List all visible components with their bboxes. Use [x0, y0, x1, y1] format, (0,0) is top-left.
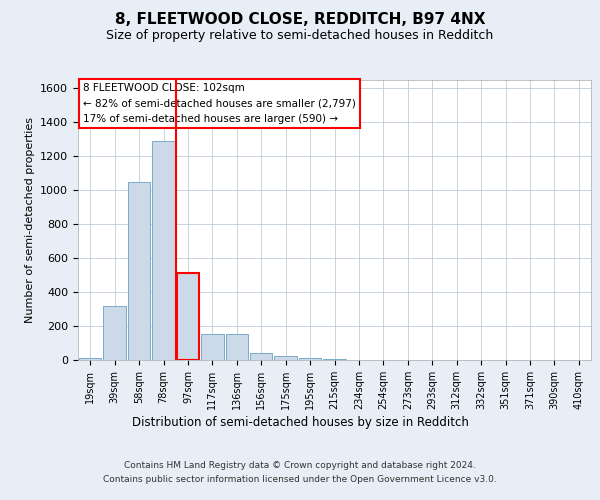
Bar [274, 356, 297, 360]
Bar [79, 358, 101, 360]
Text: Distribution of semi-detached houses by size in Redditch: Distribution of semi-detached houses by … [131, 416, 469, 429]
Text: 8, FLEETWOOD CLOSE, REDDITCH, B97 4NX: 8, FLEETWOOD CLOSE, REDDITCH, B97 4NX [115, 12, 485, 26]
Bar [250, 353, 272, 360]
Bar [128, 182, 151, 360]
Bar [176, 274, 199, 360]
Bar [201, 334, 224, 360]
Bar [323, 359, 346, 360]
Text: Size of property relative to semi-detached houses in Redditch: Size of property relative to semi-detach… [106, 28, 494, 42]
Bar [103, 306, 126, 360]
Text: 8 FLEETWOOD CLOSE: 102sqm
← 82% of semi-detached houses are smaller (2,797)
17% : 8 FLEETWOOD CLOSE: 102sqm ← 82% of semi-… [83, 83, 356, 124]
Text: Contains HM Land Registry data © Crown copyright and database right 2024.: Contains HM Land Registry data © Crown c… [124, 462, 476, 470]
Bar [226, 334, 248, 360]
Bar [152, 141, 175, 360]
Text: Contains public sector information licensed under the Open Government Licence v3: Contains public sector information licen… [103, 476, 497, 484]
Y-axis label: Number of semi-detached properties: Number of semi-detached properties [25, 117, 35, 323]
Bar [299, 358, 322, 360]
